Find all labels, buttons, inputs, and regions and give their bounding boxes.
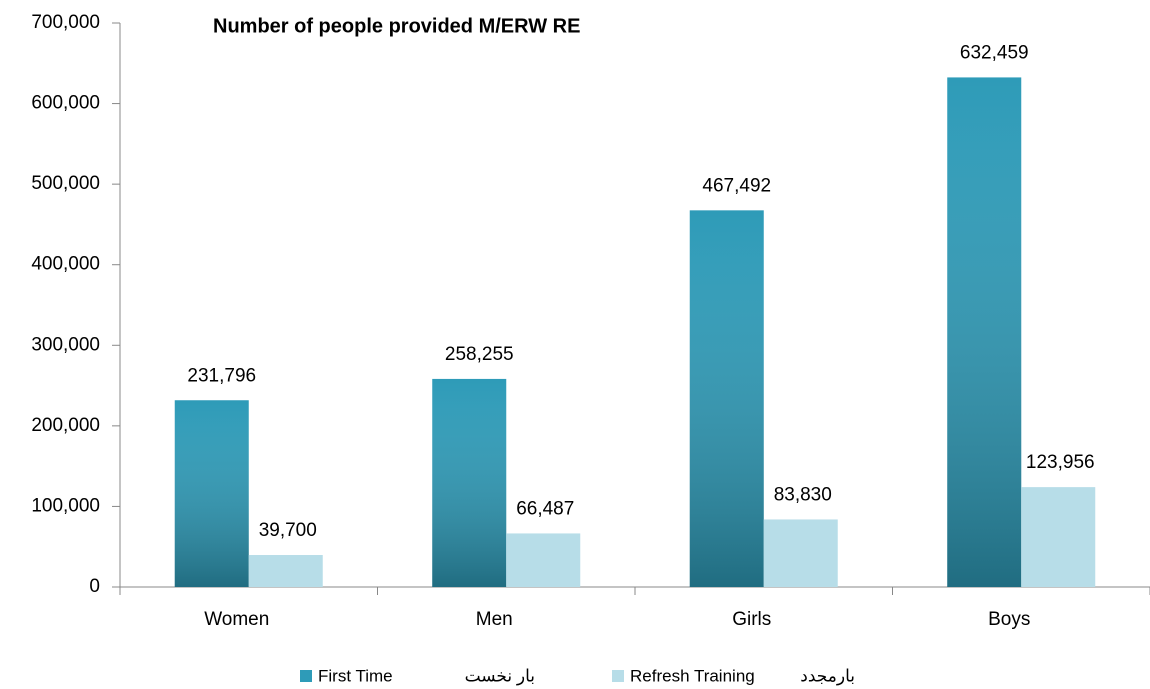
data-label: 258,255 [445,344,514,365]
bar [763,519,838,587]
legend-label-fa: بار نخست [465,666,535,685]
legend-swatch [612,670,624,682]
y-tick-label: 700,000 [31,12,100,33]
bar-shade [947,77,1022,587]
bar [506,533,581,587]
data-label: 83,830 [774,484,832,505]
y-tick-label: 200,000 [31,415,100,436]
legend-swatch [300,670,312,682]
y-tick-label: 0 [89,576,100,597]
bar-shade [174,400,249,587]
bar-shade [689,210,764,587]
legend-label: Refresh Training [630,666,755,685]
y-tick-label: 500,000 [31,173,100,194]
x-tick-label: Girls [732,609,771,630]
legend-label-fa: بارمجدد [800,666,855,685]
y-tick-label: 400,000 [31,254,100,275]
chart-title: Number of people provided M/ERW RE [213,15,580,37]
legend-label: First Time [318,666,393,685]
data-label: 66,487 [516,498,574,519]
data-label: 632,459 [960,42,1029,63]
x-tick-label: Men [476,609,513,630]
data-label: 231,796 [187,365,256,386]
bar [1021,487,1096,587]
data-label: 467,492 [702,175,771,196]
data-label: 123,956 [1026,452,1095,473]
bar-shade [432,378,507,587]
x-tick-label: Boys [988,609,1030,630]
x-tick-label: Women [204,609,269,630]
bar [248,555,323,587]
y-tick-label: 100,000 [31,495,100,516]
data-label: 39,700 [259,520,317,541]
y-tick-label: 300,000 [31,334,100,355]
y-tick-label: 600,000 [31,93,100,114]
